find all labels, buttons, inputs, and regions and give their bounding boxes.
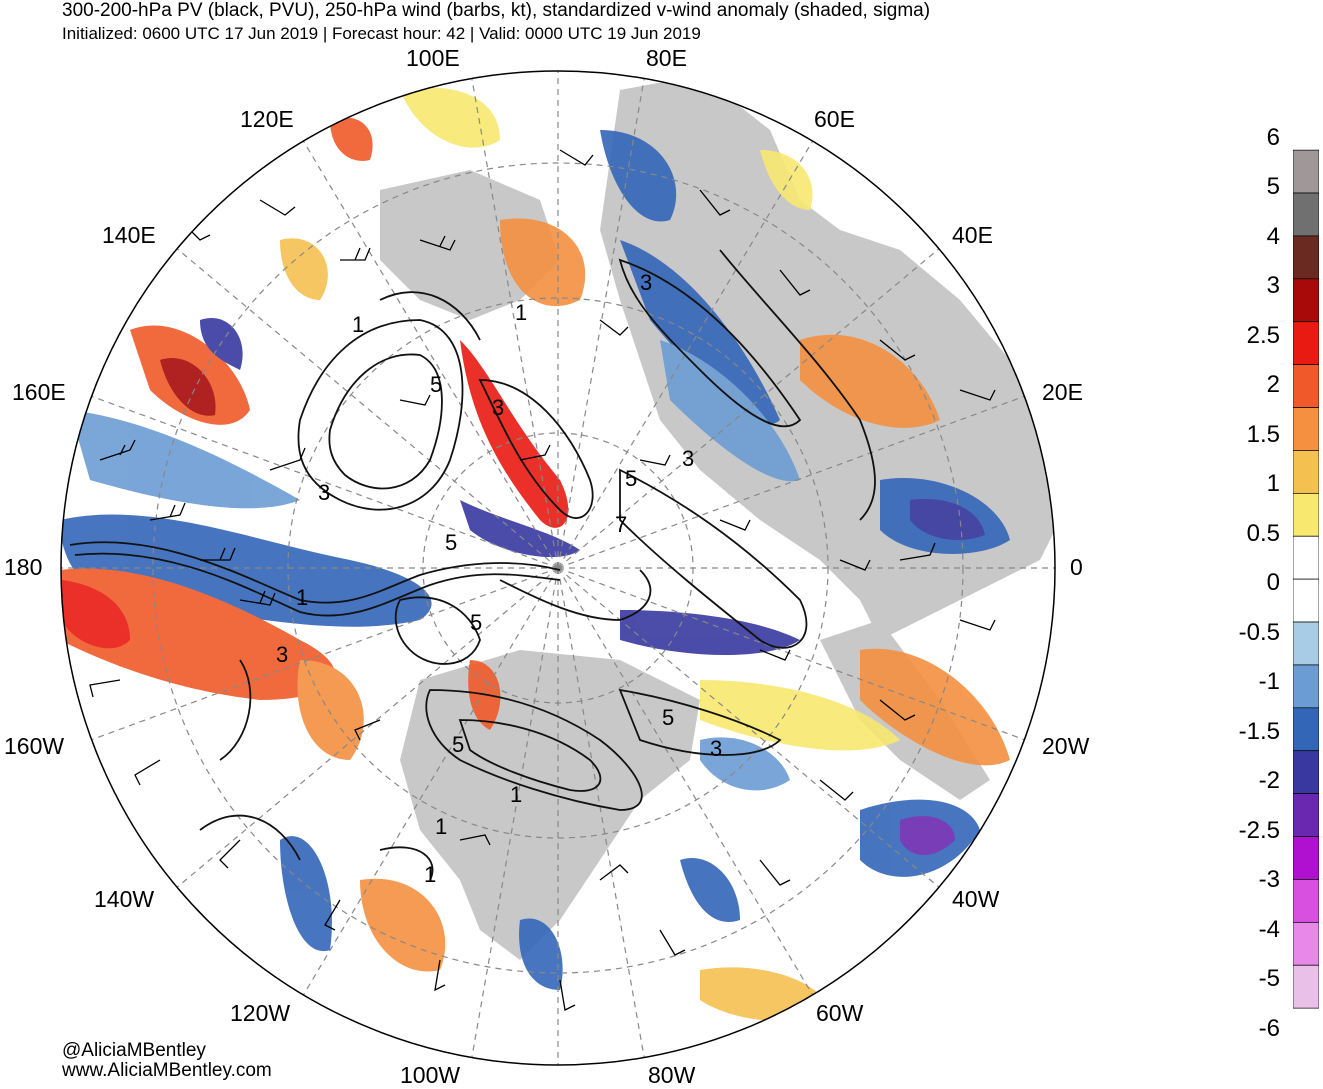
colorbar-swatch: [1293, 235, 1319, 280]
colorbar-swatch: [1293, 535, 1319, 580]
colorbar-tick-label: 2.5: [1246, 321, 1280, 349]
map-border: [60, 70, 1056, 1066]
pv-label: 1: [515, 300, 527, 325]
colorbar-swatch: [1293, 407, 1319, 451]
colorbar-swatch: [1293, 364, 1319, 408]
lon-label: 0: [1070, 554, 1083, 580]
lon-label: 120W: [230, 1000, 291, 1026]
colorbar-tick-label: 1: [1266, 470, 1280, 497]
figure-title: 300-200-hPa PV (black, PVU), 250-hPa win…: [62, 0, 931, 21]
lon-label: 160E: [12, 379, 66, 405]
colorbar-tick-label: 6: [1266, 123, 1280, 151]
colorbar-tick-label: 0.5: [1246, 519, 1280, 547]
colorbar-swatch: [1293, 750, 1319, 794]
colorbar-tick-label: 4: [1266, 222, 1280, 250]
lon-label: 160W: [4, 733, 65, 759]
pv-label: 3: [492, 395, 504, 420]
figure-subtitle: Initialized: 0600 UTC 17 Jun 2019 | Fore…: [62, 24, 701, 43]
pv-label: 1: [296, 585, 308, 610]
pv-label: 3: [276, 642, 288, 667]
colorbar-swatch: [1293, 278, 1319, 323]
pv-label: 5: [430, 372, 442, 397]
pv-label: 5: [625, 466, 637, 491]
lon-label: 100E: [406, 45, 460, 71]
colorbar-tick-label: 5: [1266, 173, 1280, 200]
colorbar: [1293, 149, 1319, 1009]
colorbar-swatch: [1293, 492, 1319, 537]
lon-label: 80W: [648, 1062, 696, 1088]
colorbar-tick-label: 1.5: [1246, 420, 1280, 448]
lon-label: 20E: [1042, 379, 1083, 405]
pv-labels: 1 3 5 3 5 3 7 5 1 3 1 5 3 5 1 1 5 3 1: [276, 270, 722, 887]
lon-label: 180: [4, 554, 43, 580]
colorbar-swatch: [1293, 921, 1319, 966]
pv-label: 3: [682, 446, 694, 471]
anomaly-shading: [61, 87, 1023, 1021]
colorbar-tick-label: 0: [1266, 569, 1280, 596]
colorbar-swatch: [1293, 321, 1319, 365]
colorbar-tick-label: -6: [1258, 1014, 1280, 1042]
colorbar-tick-label: 2: [1266, 371, 1280, 398]
lon-label: 140E: [102, 222, 156, 248]
colorbar-swatch: [1293, 192, 1319, 237]
colorbar-swatch: [1293, 621, 1319, 666]
colorbar-swatch: [1293, 707, 1319, 752]
pv-contours: [69, 249, 876, 881]
lon-label: 100W: [400, 1062, 461, 1088]
colorbar-tick-label: -2.5: [1238, 816, 1280, 844]
colorbar-tick-label: -4: [1258, 915, 1280, 943]
pv-label: 5: [445, 530, 457, 555]
colorbar-swatch: [1293, 578, 1319, 623]
colorbar-swatch: [1293, 149, 1319, 194]
colorbar-tick-label: -0.5: [1238, 618, 1280, 646]
colorbar-tick-label: -1: [1258, 668, 1280, 695]
pv-label: 1: [424, 862, 436, 887]
colorbar-swatch: [1293, 964, 1319, 1009]
colorbar-tick-label: -5: [1258, 965, 1280, 992]
wind-barbs: [89, 149, 996, 1011]
lon-label: 40W: [952, 886, 1000, 912]
colorbar-tick-label: -3: [1258, 866, 1280, 893]
graticule: [61, 71, 1055, 1065]
colorbar-swatch: [1293, 664, 1319, 709]
pv-label: 5: [470, 610, 482, 635]
colorbar-swatch: [1293, 879, 1319, 923]
pv-label: 3: [640, 270, 652, 295]
lon-label: 140W: [94, 886, 155, 912]
lon-label: 40E: [952, 222, 993, 248]
credit-website: www.AliciaMBentley.com: [62, 1060, 272, 1081]
colorbar-swatch: [1293, 793, 1319, 837]
colorbar-swatch: [1293, 836, 1319, 880]
colorbar-swatch: [1293, 450, 1319, 494]
lon-label: 60W: [816, 1000, 864, 1026]
pv-label: 3: [318, 480, 330, 505]
colorbar-tick-label: -1.5: [1238, 717, 1280, 745]
lon-label: 60E: [814, 106, 855, 132]
pv-label: 1: [352, 312, 364, 337]
credit-handle: @AliciaMBentley: [62, 1040, 206, 1061]
lon-label: 20W: [1042, 733, 1090, 759]
colorbar-tick-label: 3: [1266, 272, 1280, 299]
lon-label: 80E: [646, 45, 687, 71]
pv-label: 1: [435, 814, 447, 839]
pv-label: 7: [615, 512, 627, 537]
pv-label: 3: [710, 736, 722, 761]
pv-label: 1: [510, 782, 522, 807]
lon-label: 120E: [240, 106, 294, 132]
colorbar-tick-label: -2: [1258, 767, 1280, 794]
pv-label: 5: [452, 732, 464, 757]
pv-label: 5: [662, 705, 674, 730]
